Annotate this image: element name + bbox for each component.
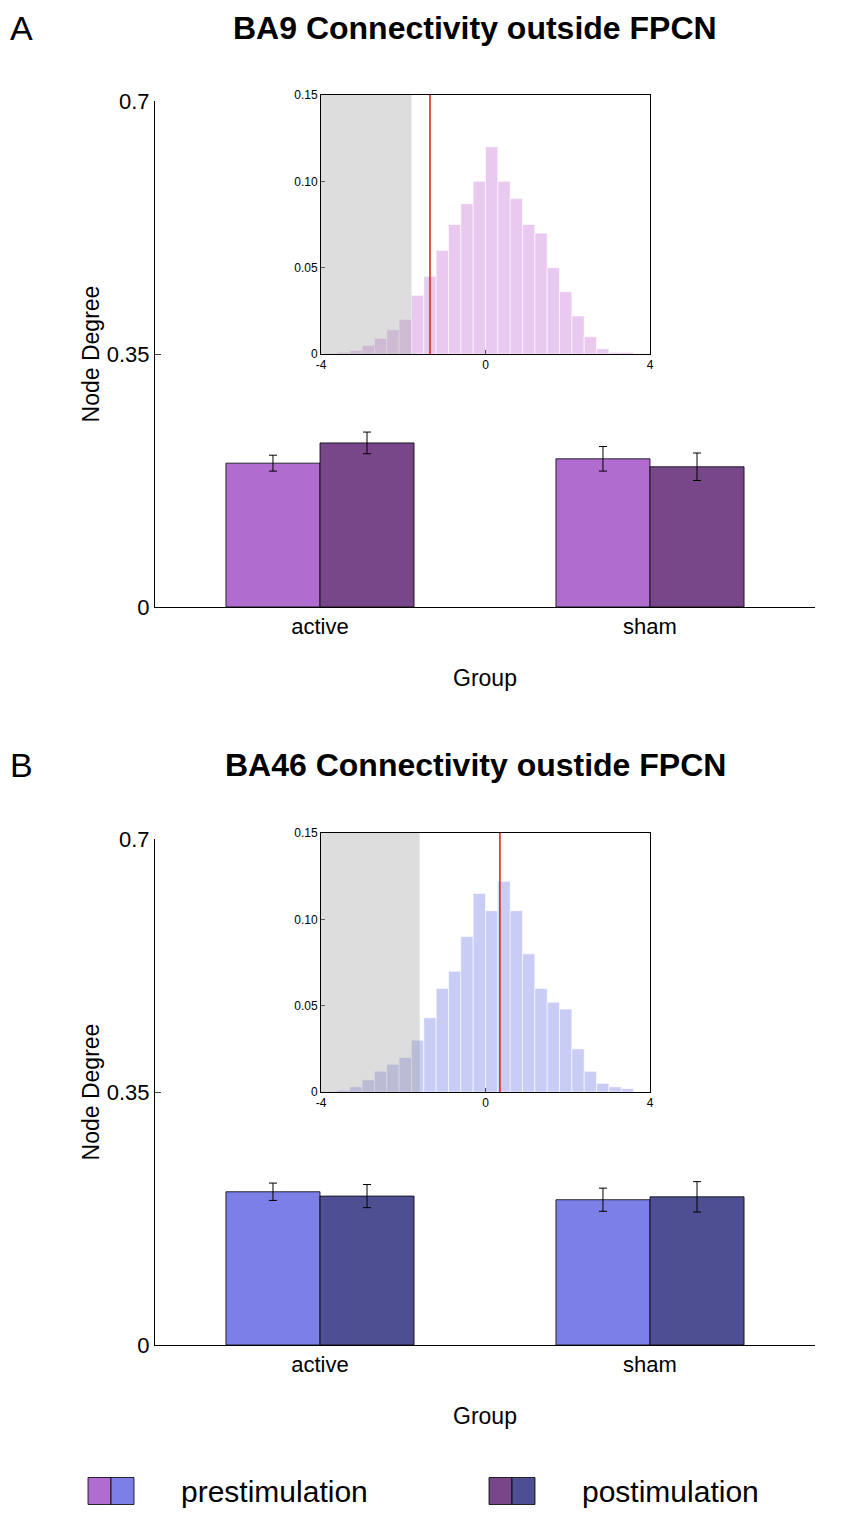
svg-text:0.05: 0.05 [294,261,318,275]
svg-text:4: 4 [647,358,654,372]
svg-text:sham: sham [623,614,677,639]
svg-text:0.05: 0.05 [294,999,318,1013]
svg-text:0.15: 0.15 [294,826,318,840]
svg-text:0: 0 [482,358,489,372]
svg-text:Group: Group [453,665,517,691]
svg-text:4: 4 [647,1096,654,1110]
svg-text:B: B [10,746,33,784]
svg-text:active: active [291,1352,348,1377]
svg-text:0.35: 0.35 [107,1080,150,1105]
svg-text:0: 0 [311,1085,318,1099]
svg-text:0.15: 0.15 [294,88,318,102]
svg-text:prestimulation: prestimulation [181,1475,368,1508]
svg-text:Node Degree: Node Degree [78,1024,104,1161]
svg-text:Node Degree: Node Degree [78,286,104,423]
svg-text:0.10: 0.10 [294,175,318,189]
svg-text:BA46 Connectivity oustide FPCN: BA46 Connectivity oustide FPCN [225,747,726,783]
svg-text:-4: -4 [316,358,327,372]
svg-text:0: 0 [137,595,149,620]
svg-text:-4: -4 [316,1096,327,1110]
svg-text:BA9 Connectivity outside FPCN: BA9 Connectivity outside FPCN [233,10,717,46]
svg-text:0: 0 [137,1333,149,1358]
svg-text:0.35: 0.35 [107,342,150,367]
svg-text:0.10: 0.10 [294,913,318,927]
svg-text:0: 0 [482,1096,489,1110]
svg-text:0.7: 0.7 [119,89,150,114]
svg-text:sham: sham [623,1352,677,1377]
svg-text:postimulation: postimulation [582,1475,759,1508]
svg-text:A: A [10,9,33,47]
svg-text:Group: Group [453,1403,517,1429]
svg-text:active: active [291,614,348,639]
svg-text:0.7: 0.7 [119,827,150,852]
svg-text:0: 0 [311,347,318,361]
